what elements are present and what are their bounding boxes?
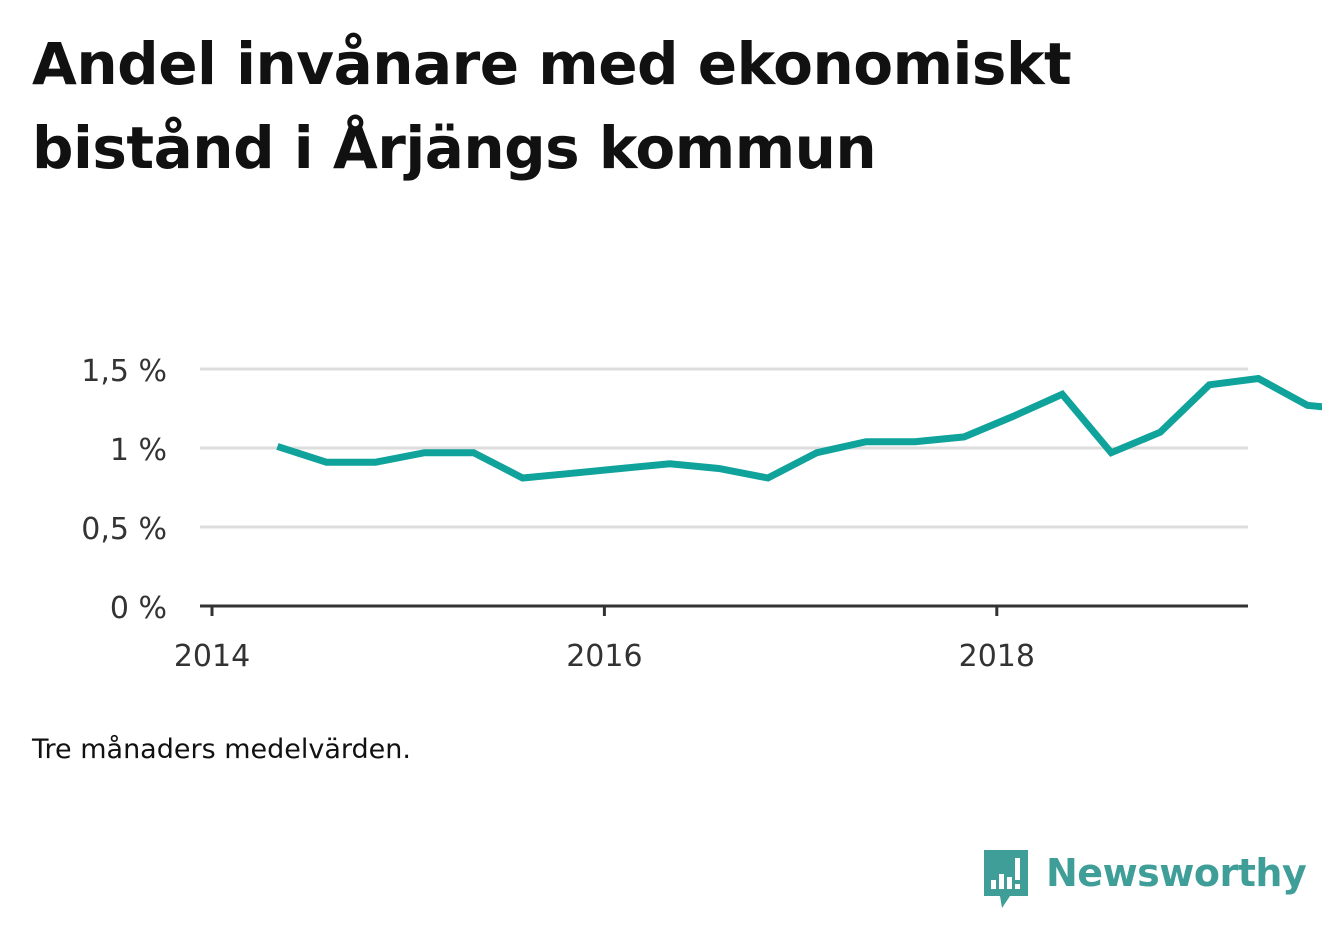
y-tick-label: 1 % xyxy=(110,433,167,468)
x-tick-label: 2018 xyxy=(959,639,1035,674)
brand-name: Newsworthy xyxy=(1046,851,1307,895)
x-tick-label: 2016 xyxy=(566,639,642,674)
x-tick-label: 2014 xyxy=(174,639,250,674)
brand-logo-group[interactable]: Newsworthy xyxy=(980,846,1307,912)
y-tick-label: 0,5 % xyxy=(81,512,167,547)
y-tick-label: 1,5 % xyxy=(81,354,167,389)
data-series xyxy=(276,374,1322,482)
y-tick-label: 0 % xyxy=(110,591,167,626)
x-axis: 201420162018202020222024 xyxy=(174,604,1248,674)
grid-lines xyxy=(200,367,1248,529)
newsworthy-chart-bubble-icon xyxy=(984,850,1028,908)
series-line xyxy=(276,374,1322,482)
chart-note: Tre månaders medelvärden. xyxy=(32,734,411,765)
chart-title: Andel invånare med ekonomiskt bistånd i … xyxy=(32,30,1072,182)
y-axis-labels: 0 % 0,5 % 1 % 1,5 % xyxy=(81,354,167,626)
